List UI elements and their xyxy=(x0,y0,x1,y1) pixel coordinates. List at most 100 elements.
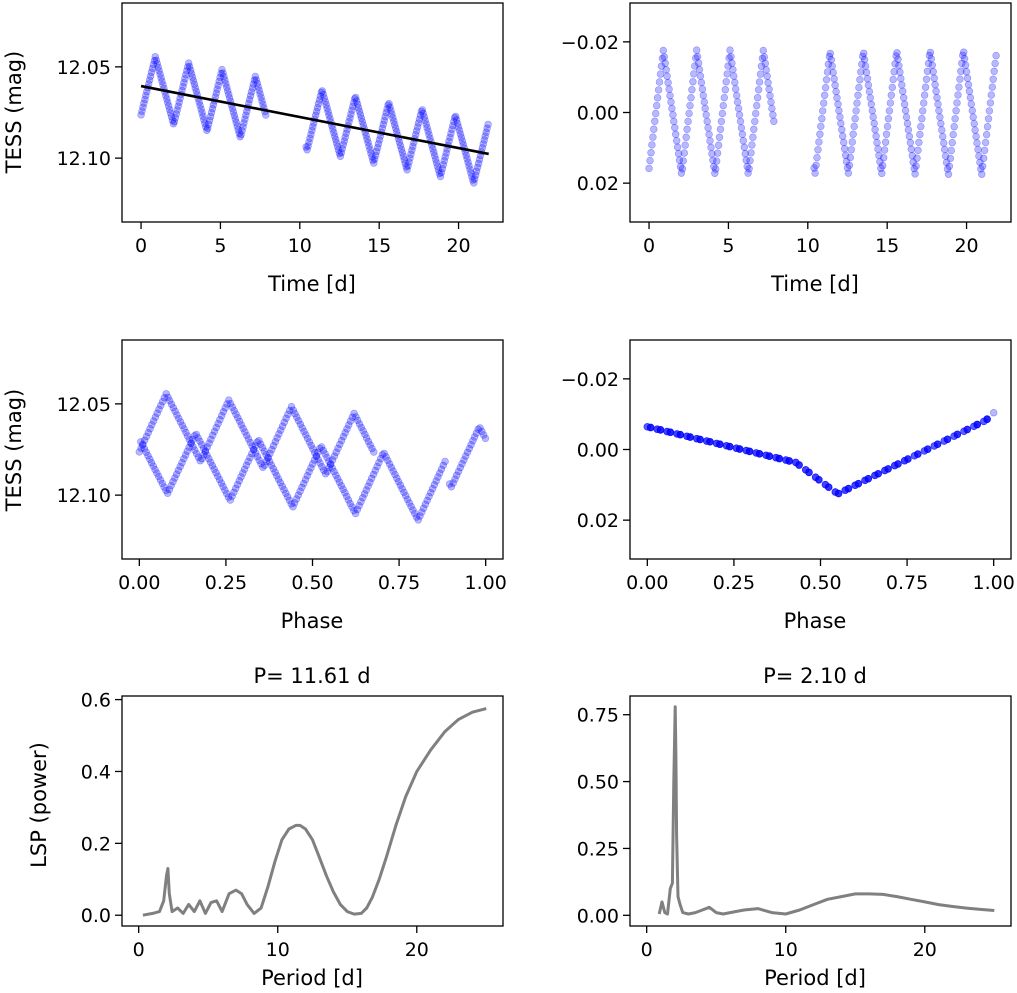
data-point xyxy=(397,145,406,154)
data-point xyxy=(466,165,474,174)
data-point xyxy=(138,441,147,449)
data-point xyxy=(914,450,922,458)
x-tick-label: 10 xyxy=(266,939,290,961)
data-point xyxy=(240,119,248,127)
data-point xyxy=(927,55,935,63)
data-point xyxy=(818,114,826,123)
data-point xyxy=(946,154,955,163)
data-point xyxy=(158,397,167,406)
data-point xyxy=(149,417,158,425)
data-point xyxy=(702,437,711,445)
data-point xyxy=(844,484,853,493)
data-point xyxy=(309,445,317,453)
data-point xyxy=(690,70,698,78)
data-point xyxy=(933,440,942,448)
data-point xyxy=(990,67,998,76)
data-point xyxy=(696,435,704,444)
data-point xyxy=(963,74,972,82)
data-point xyxy=(187,69,196,78)
data-point xyxy=(920,447,929,455)
data-point xyxy=(326,460,335,469)
data-point xyxy=(824,483,833,491)
data-point xyxy=(716,440,724,448)
data-point xyxy=(983,415,991,423)
data-point xyxy=(142,432,151,441)
data-point xyxy=(352,93,360,102)
data-point xyxy=(752,449,760,457)
data-point xyxy=(702,437,711,445)
data-point xyxy=(712,439,721,448)
data-point xyxy=(448,125,456,134)
data-point xyxy=(252,76,260,84)
data-point xyxy=(782,456,790,464)
data-point xyxy=(346,114,354,122)
data-point xyxy=(732,444,741,452)
data-point xyxy=(373,143,382,152)
data-point xyxy=(732,444,741,452)
data-point xyxy=(423,496,431,505)
data-point xyxy=(312,107,321,116)
data-point xyxy=(357,498,365,506)
data-point xyxy=(732,91,741,100)
data-point xyxy=(239,123,247,131)
data-point xyxy=(967,100,975,108)
data-point xyxy=(824,60,833,68)
data-point xyxy=(352,413,360,421)
data-point xyxy=(147,68,156,77)
data-point xyxy=(912,162,920,170)
data-point xyxy=(434,473,442,481)
data-point xyxy=(341,133,349,141)
data-point xyxy=(478,144,487,152)
data-point xyxy=(350,409,358,418)
data-point xyxy=(845,161,854,170)
data-point xyxy=(298,483,306,491)
data-point xyxy=(139,440,147,448)
data-point xyxy=(693,435,701,443)
data-point xyxy=(975,152,983,160)
data-point xyxy=(716,440,724,448)
data-point xyxy=(417,107,426,116)
data-point xyxy=(755,78,764,86)
data-point xyxy=(407,150,415,158)
data-point xyxy=(712,157,721,165)
data-point xyxy=(204,124,212,133)
data-point xyxy=(146,455,154,463)
data-point xyxy=(942,158,951,167)
data-point xyxy=(785,457,793,465)
data-point xyxy=(716,440,724,448)
data-point xyxy=(275,430,283,438)
data-point xyxy=(233,122,242,130)
data-point xyxy=(765,452,774,460)
data-point xyxy=(141,436,149,444)
data-point xyxy=(234,125,242,134)
data-point xyxy=(479,140,487,148)
data-point xyxy=(255,86,263,95)
data-point xyxy=(374,140,383,148)
data-point xyxy=(292,495,301,503)
data-point xyxy=(221,404,229,412)
x-tick-label: 5 xyxy=(722,235,734,257)
data-point xyxy=(359,427,367,435)
data-point xyxy=(815,476,823,484)
data-point xyxy=(339,432,348,441)
data-point xyxy=(323,104,331,113)
data-point xyxy=(837,119,845,128)
data-point xyxy=(751,117,759,126)
data-point xyxy=(364,482,372,490)
data-point xyxy=(296,487,304,495)
data-point xyxy=(440,157,448,165)
data-point xyxy=(232,410,240,418)
data-point xyxy=(312,111,320,120)
data-point xyxy=(664,78,672,87)
data-point xyxy=(282,489,290,497)
data-point xyxy=(841,151,850,159)
data-point xyxy=(890,67,898,76)
data-point xyxy=(175,98,183,106)
data-point xyxy=(976,158,984,167)
data-point xyxy=(214,419,222,428)
data-point xyxy=(955,83,963,91)
data-point xyxy=(371,155,379,163)
data-point xyxy=(339,485,347,493)
data-point xyxy=(219,482,227,491)
data-point xyxy=(722,78,730,86)
